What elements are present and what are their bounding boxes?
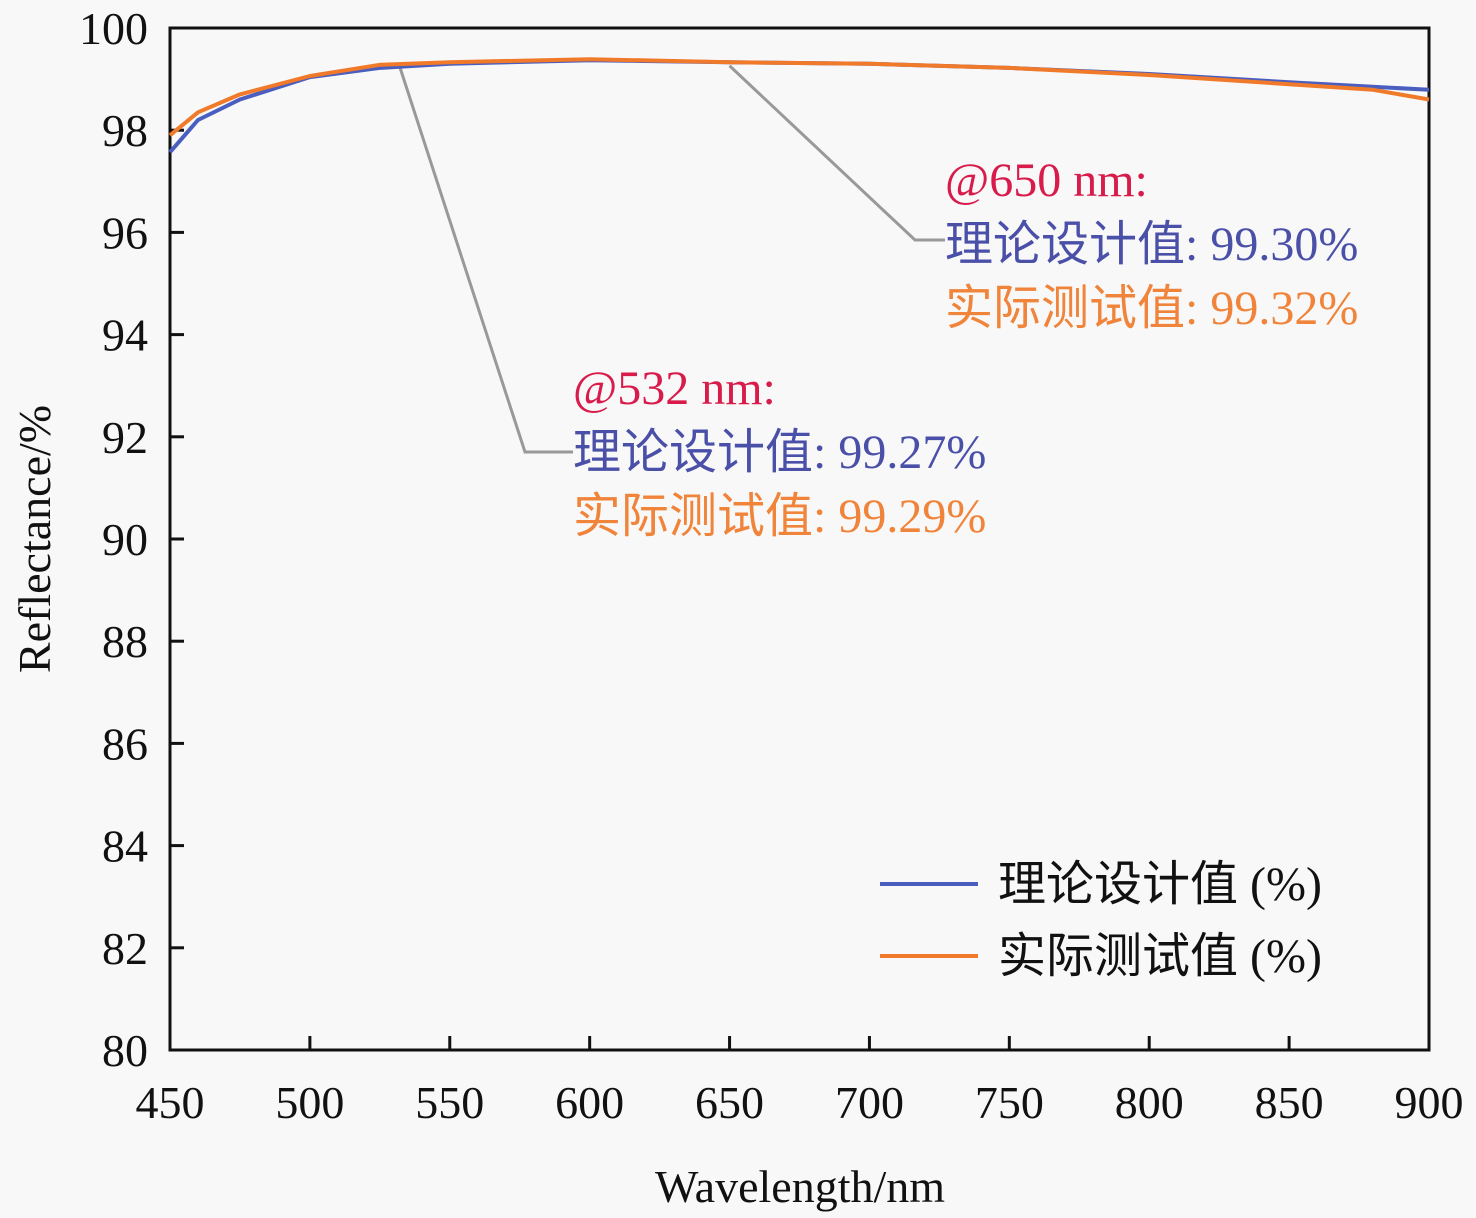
series-line-measured	[168, 57, 1430, 137]
annotation-leader-line	[397, 65, 573, 454]
annotation-value: 实际测试值: 99.32%	[945, 282, 1358, 335]
x-tick-label: 550	[415, 1077, 484, 1128]
legend-label-measured: 实际测试值 (%)	[998, 930, 1322, 983]
x-tick-label: 600	[555, 1077, 624, 1128]
y-tick-label: 100	[79, 3, 148, 54]
y-tick-label: 84	[102, 821, 148, 872]
annotation-number: : 99.29%	[813, 490, 986, 543]
annotation-value: 实际测试值: 99.29%	[573, 490, 986, 543]
x-tick-label: 800	[1115, 1077, 1184, 1128]
x-tick-label: 850	[1255, 1077, 1324, 1128]
y-axis-label: Reflectance/%	[9, 405, 60, 673]
legend: 理论设计值 (%) 实际测试值 (%)	[880, 858, 1322, 983]
y-tick-label: 98	[102, 105, 148, 156]
x-tick-label: 700	[835, 1077, 904, 1128]
annotation-leader-line	[728, 64, 945, 242]
annotation-label: 理论设计值	[573, 426, 813, 479]
annotation-header: @532 nm:	[573, 362, 776, 415]
x-tick-label: 650	[695, 1077, 764, 1128]
y-tick-label: 80	[102, 1025, 148, 1076]
series-line-theoretical	[168, 58, 1430, 154]
y-tick-label: 88	[102, 616, 148, 667]
x-tick-label: 450	[136, 1077, 205, 1128]
y-tick-label: 86	[102, 718, 148, 769]
x-tick-label: 900	[1395, 1077, 1464, 1128]
annotation-number: : 99.32%	[1185, 282, 1358, 335]
y-tick-label: 96	[102, 207, 148, 258]
annotation-number: : 99.27%	[813, 426, 986, 479]
annotation-header: @650 nm:	[945, 154, 1148, 207]
annotation-value: 理论设计值: 99.27%	[573, 426, 986, 479]
annotation-label: 理论设计值	[945, 218, 1185, 271]
annotation-label: 实际测试值	[945, 282, 1185, 335]
x-tick-label: 500	[275, 1077, 344, 1128]
legend-label-theoretical: 理论设计值 (%)	[998, 858, 1322, 911]
annotation-label: 实际测试值	[573, 490, 813, 543]
annotation-number: : 99.30%	[1185, 218, 1358, 271]
y-tick-label: 82	[102, 923, 148, 974]
x-tick-label: 750	[975, 1077, 1044, 1128]
annotation-value: 理论设计值: 99.30%	[945, 218, 1358, 271]
y-tick-label: 94	[102, 310, 148, 361]
y-tick-label: 90	[102, 514, 148, 565]
x-axis-label: Wavelength/nm	[655, 1161, 945, 1212]
y-tick-label: 92	[102, 412, 148, 463]
